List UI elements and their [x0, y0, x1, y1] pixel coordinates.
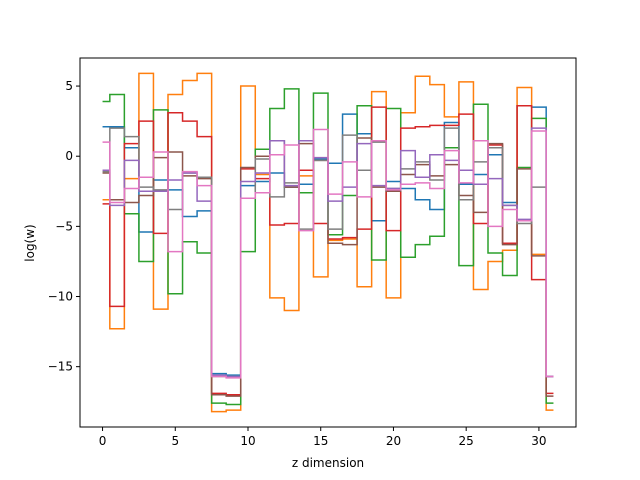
y-tick-label: 0	[65, 149, 73, 163]
series-layer	[102, 72, 554, 413]
series-6-line	[102, 127, 554, 378]
series-2-line	[102, 72, 554, 413]
y-tick-label: −10	[48, 290, 73, 304]
x-tick-label: 10	[240, 434, 255, 448]
x-tick-label: 20	[386, 434, 401, 448]
y-tick-label: −15	[48, 360, 73, 374]
x-tick-label: 15	[313, 434, 328, 448]
y-tick-label: 5	[65, 79, 73, 93]
x-tick-label: 0	[99, 434, 107, 448]
series-8-line	[102, 128, 554, 379]
x-tick-label: 5	[171, 434, 179, 448]
x-axis: 0 5 10 15 20 25 30	[99, 427, 547, 448]
x-tick-label: 25	[459, 434, 474, 448]
y-tick-label: −5	[55, 219, 73, 233]
x-tick-label: 30	[531, 434, 546, 448]
y-axis-label: log(w)	[23, 224, 37, 261]
x-axis-label: z dimension	[292, 456, 364, 470]
y-axis: 5 0 −5 −10 −15	[48, 79, 80, 374]
plot-frame	[79, 57, 577, 428]
